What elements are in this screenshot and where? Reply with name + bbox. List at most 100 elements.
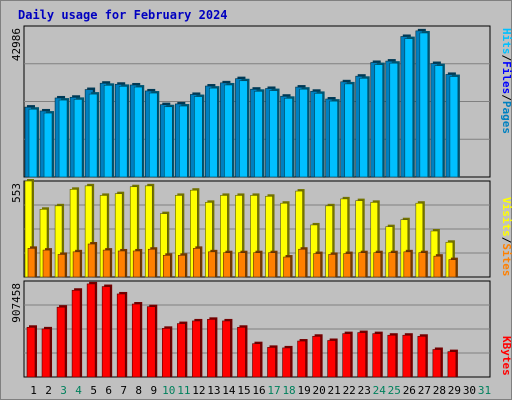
- bar-sites: [253, 252, 261, 278]
- bar-kbytes: [222, 320, 231, 378]
- bar-hits: [179, 105, 188, 178]
- legend-pages-files-hits: Hits/Files/Pages: [500, 28, 512, 134]
- x-tick-label: 4: [75, 384, 82, 397]
- x-tick-label: 18: [282, 384, 295, 397]
- bar-hits: [209, 87, 218, 178]
- bar-kbytes: [387, 334, 397, 378]
- bar-kbytes: [357, 332, 367, 378]
- x-tick-label: 9: [150, 384, 157, 397]
- x-tick-label: 27: [418, 384, 431, 397]
- bar-kbytes: [71, 289, 81, 378]
- bar-sites: [268, 252, 276, 278]
- legend-entry: KBytes: [500, 336, 512, 376]
- bar-hits: [344, 83, 353, 178]
- bar-hits: [389, 62, 399, 178]
- x-tick-label: 1: [30, 384, 37, 397]
- bar-hits: [239, 80, 248, 178]
- bar-sites: [132, 250, 141, 278]
- legend-entry: /: [500, 94, 512, 101]
- bar-hits: [194, 96, 203, 178]
- x-tick-label: 12: [192, 384, 205, 397]
- bar-kbytes: [161, 328, 171, 378]
- bar-hits: [163, 106, 173, 178]
- bar-hits: [269, 90, 278, 178]
- bar-hits: [299, 88, 308, 178]
- bar-hits: [148, 92, 158, 178]
- bar-sites: [283, 256, 291, 278]
- bar-sites: [87, 243, 96, 278]
- bar-sites: [313, 253, 321, 278]
- bar-hits: [434, 65, 444, 178]
- x-tick-label: 22: [343, 384, 356, 397]
- x-tick-label: 19: [297, 384, 310, 397]
- x-tick-label: 17: [267, 384, 280, 397]
- bar-kbytes: [177, 323, 186, 378]
- bar-sites: [343, 253, 351, 278]
- legend-entry: Visits: [500, 197, 512, 237]
- bar-hits: [419, 32, 429, 178]
- x-tick-label: 25: [388, 384, 401, 397]
- x-tick-label: 13: [207, 384, 220, 397]
- bar-sites: [328, 254, 336, 278]
- bar-sites: [403, 251, 412, 278]
- bar-kbytes: [26, 326, 36, 378]
- bar-hits: [374, 64, 384, 178]
- bar-sites: [147, 248, 156, 278]
- bar-sites: [117, 250, 126, 278]
- bar-sites: [208, 251, 216, 278]
- bar-kbytes: [447, 351, 457, 378]
- bar-kbytes: [312, 335, 321, 378]
- bar-kbytes: [86, 283, 96, 378]
- bar-kbytes: [417, 335, 427, 378]
- bar-sites: [27, 248, 36, 278]
- chart-title: Daily usage for February 2024: [18, 8, 228, 22]
- bar-kbytes: [402, 334, 412, 378]
- legend-entry: /: [500, 237, 512, 244]
- bar-kbytes: [146, 306, 156, 378]
- bar-kbytes: [41, 328, 51, 378]
- bar-sites: [298, 248, 306, 278]
- bar-sites: [238, 252, 246, 278]
- bar-hits: [88, 93, 98, 178]
- x-tick-label: 5: [90, 384, 97, 397]
- bar-sites: [373, 252, 382, 278]
- bar-hits: [43, 112, 53, 178]
- bar-kbytes: [342, 333, 351, 378]
- bar-sites: [72, 251, 81, 278]
- bar-hits: [224, 84, 233, 178]
- x-tick-label: 16: [252, 384, 265, 397]
- bar-sites: [358, 252, 367, 278]
- bar-hits: [284, 98, 293, 178]
- bar-hits: [329, 100, 338, 178]
- y-tick-label: 907458: [10, 283, 23, 323]
- x-tick-label: 20: [313, 384, 326, 397]
- x-tick-label: 11: [177, 384, 190, 397]
- bar-hits: [73, 99, 83, 178]
- bar-sites: [178, 255, 186, 278]
- bar-kbytes: [56, 306, 66, 378]
- bar-hits: [103, 85, 113, 178]
- bar-sites: [42, 249, 51, 278]
- bar-sites: [448, 259, 457, 278]
- bar-sites: [388, 252, 397, 278]
- x-tick-label: 10: [162, 384, 175, 397]
- legend-entry: Hits: [500, 28, 512, 55]
- x-tick-label: 3: [60, 384, 67, 397]
- legend-entry: Sites: [500, 243, 512, 276]
- bar-sites: [57, 254, 66, 278]
- bar-sites: [418, 252, 427, 278]
- bar-hits: [28, 108, 38, 178]
- bar-kbytes: [116, 293, 126, 378]
- x-tick-label: 14: [222, 384, 236, 397]
- bar-kbytes: [192, 320, 201, 378]
- bar-hits: [58, 99, 68, 178]
- bar-kbytes: [282, 347, 291, 378]
- bar-sites: [223, 252, 231, 278]
- bar-kbytes: [237, 326, 246, 378]
- x-tick-label: 26: [403, 384, 416, 397]
- bar-hits: [404, 38, 414, 178]
- legend-kbytes: KBytes: [500, 336, 512, 376]
- bar-sites: [193, 248, 201, 278]
- bar-kbytes: [432, 349, 442, 378]
